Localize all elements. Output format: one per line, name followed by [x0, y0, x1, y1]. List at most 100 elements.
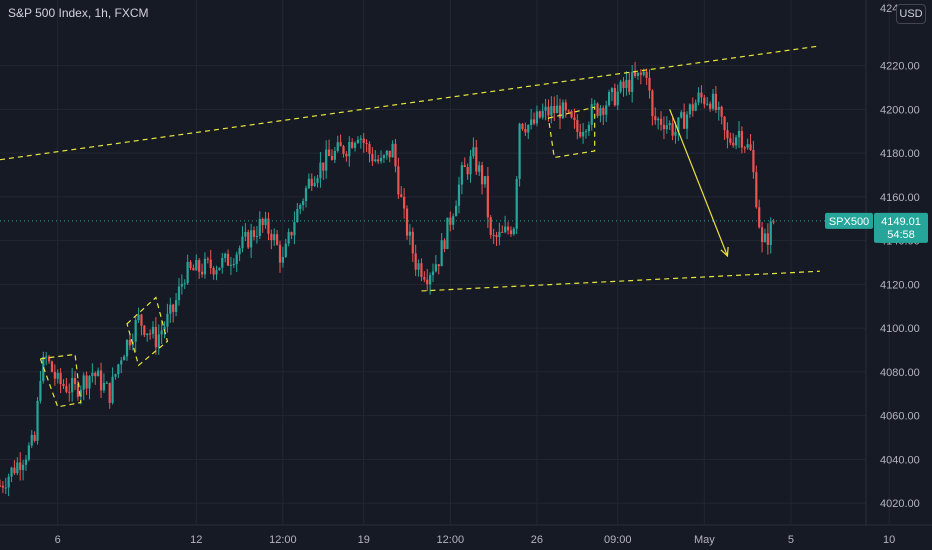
candle-body — [605, 105, 608, 115]
candle-body — [576, 120, 579, 132]
candle-body — [726, 130, 729, 139]
candle-body — [498, 231, 501, 238]
candle-body — [316, 178, 319, 183]
candle-body — [752, 149, 755, 173]
candle-body — [735, 137, 738, 146]
candle-body — [99, 370, 103, 391]
candle-body — [691, 104, 694, 111]
candle-body — [446, 217, 449, 249]
time-tick-label: 19 — [358, 534, 370, 546]
candle-body — [639, 72, 642, 75]
candle-body — [255, 236, 259, 238]
candle-body — [105, 382, 108, 384]
candle-body — [607, 92, 611, 106]
projection-arrow-head — [720, 246, 729, 258]
time-tick-label: 12 — [190, 534, 202, 546]
candle-body — [276, 234, 279, 245]
candle-body — [91, 372, 94, 377]
candle-body — [111, 376, 114, 403]
candle-body — [504, 226, 507, 233]
candle-body — [290, 232, 293, 236]
candle-body — [21, 464, 25, 470]
trendline — [0, 45, 820, 161]
candle-body — [183, 283, 186, 285]
candle-body — [241, 236, 244, 249]
candle-body — [19, 462, 22, 470]
candle-body — [486, 176, 489, 218]
candle-body — [668, 123, 671, 126]
candle-body — [457, 184, 461, 206]
candle-body — [313, 182, 316, 186]
price-tick-label: 4020.00 — [880, 498, 920, 510]
price-tick-label: 4220.00 — [880, 61, 920, 73]
projection-arrow — [669, 109, 728, 257]
candle-body — [134, 319, 137, 342]
candle-body — [209, 259, 212, 268]
candle-body — [440, 240, 443, 267]
candle-body — [610, 88, 614, 93]
candle-body — [654, 116, 657, 121]
candle-body — [388, 150, 391, 158]
candle-body — [599, 107, 602, 116]
candle-body — [322, 162, 325, 171]
price-tick-label: 4080.00 — [880, 367, 920, 379]
candle-body — [206, 258, 209, 260]
candle-body — [593, 103, 596, 105]
price-tick-label: 4200.00 — [880, 104, 920, 116]
candle-body — [200, 271, 204, 275]
candle-body — [270, 233, 273, 241]
candle-body — [743, 147, 746, 149]
candle-body — [469, 156, 472, 175]
candle-body — [123, 356, 126, 361]
candle-body — [166, 313, 169, 327]
candle-body — [426, 279, 429, 285]
candle-body — [27, 445, 30, 460]
candle-body — [636, 72, 640, 76]
candle-body — [189, 261, 192, 268]
time-tick-label: 26 — [531, 534, 543, 546]
candle-body — [128, 339, 131, 346]
candle-body — [143, 325, 146, 336]
candle-body — [434, 264, 437, 272]
candle-body — [720, 106, 723, 117]
candle-body — [247, 231, 250, 248]
candle-body — [677, 117, 680, 132]
candle-body — [7, 476, 10, 488]
candle-body — [76, 383, 80, 397]
candle-body — [556, 105, 559, 114]
candle-body — [709, 103, 712, 109]
candle-body — [631, 72, 634, 92]
time-tick-label: 10 — [883, 534, 895, 546]
candle-body — [657, 118, 660, 121]
price-tick-label: 4100.00 — [880, 323, 920, 335]
candle-body — [766, 233, 769, 245]
candle-body — [186, 261, 189, 284]
candle-body — [530, 119, 533, 126]
candle-body — [602, 107, 605, 115]
candle-body — [180, 283, 183, 287]
candle-body — [553, 106, 556, 114]
candle-body — [68, 391, 71, 393]
candle-body — [226, 253, 230, 266]
candle-body — [157, 334, 160, 348]
candle-body — [688, 104, 692, 115]
candle-body — [177, 286, 181, 301]
candle-body — [723, 116, 726, 131]
candle-body — [711, 93, 715, 109]
candle-body — [59, 372, 62, 384]
candle-body — [198, 260, 201, 272]
pattern-channel — [547, 106, 596, 159]
candle-body — [195, 260, 198, 271]
candle-body — [423, 276, 426, 280]
candle-body — [151, 326, 155, 334]
candle-body — [483, 176, 487, 185]
currency-button[interactable]: USD — [896, 4, 926, 24]
candle-body — [538, 111, 541, 118]
candle-body — [564, 102, 567, 111]
candle-body — [339, 142, 342, 147]
candle-body — [452, 216, 455, 225]
candle-body — [232, 264, 235, 266]
candle-body — [224, 253, 227, 258]
